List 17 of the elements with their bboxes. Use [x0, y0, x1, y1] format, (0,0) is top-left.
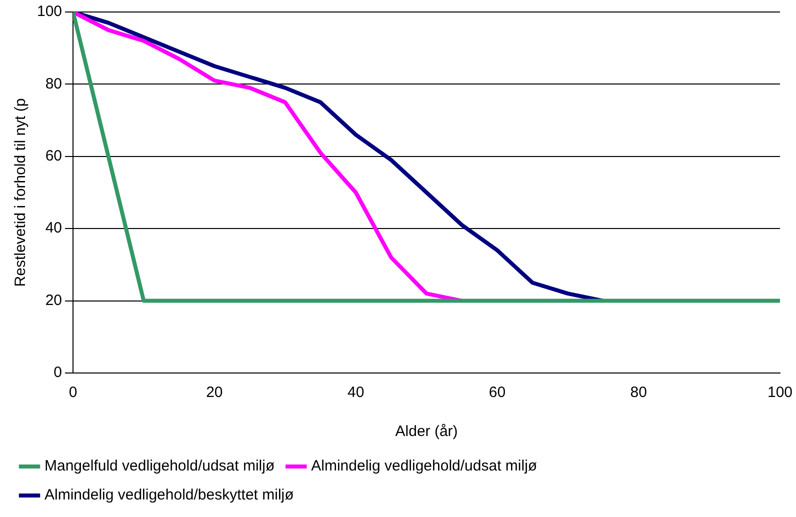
y-axis-title: Restlevetid i forhold til nyt (p: [12, 98, 30, 287]
y-tick-label: 60: [45, 148, 62, 165]
x-tick-label: 60: [488, 384, 506, 402]
y-tick-label: 40: [45, 220, 62, 237]
x-tick-label: 40: [347, 384, 364, 402]
x-axis-title: Alder (år): [395, 423, 458, 440]
x-tick-label: 80: [630, 384, 647, 402]
legend-label: Almindelig vedligehold/udsat miljø: [311, 458, 538, 475]
x-tick-label: 20: [206, 384, 223, 402]
y-tick-label: 80: [45, 75, 62, 92]
y-tick-label: 100: [36, 3, 62, 20]
x-tick-label: 100: [767, 384, 793, 402]
y-tick-label: 0: [54, 364, 62, 382]
legend-label: Almindelig vedligehold/beskyttet miljø: [44, 486, 294, 504]
y-tick-label: 20: [45, 292, 62, 309]
x-tick-label: 0: [68, 384, 78, 402]
legend-label: Mangelfuld vedligehold/udsat miljø: [44, 458, 275, 475]
